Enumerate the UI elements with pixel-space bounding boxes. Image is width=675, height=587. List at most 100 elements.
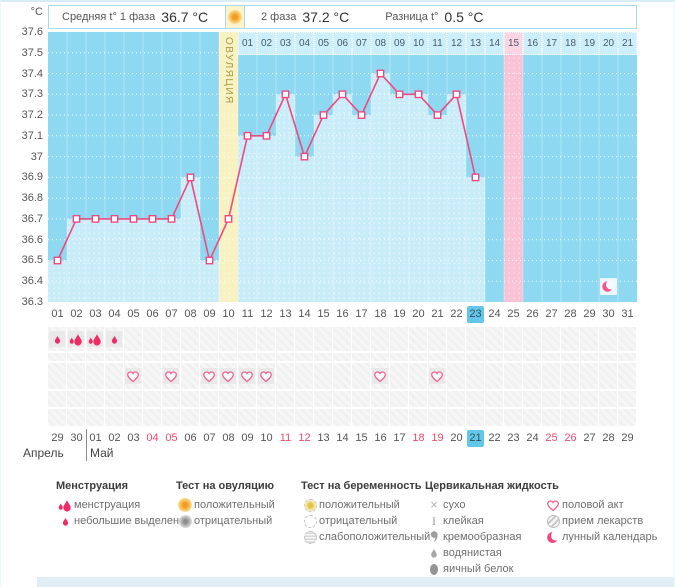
temperature-point[interactable] bbox=[205, 256, 214, 265]
calendar-date-cell[interactable]: 01 bbox=[89, 432, 102, 444]
symbol-cell[interactable] bbox=[542, 353, 560, 361]
cycle-day-cell[interactable]: 14 bbox=[298, 308, 311, 320]
symbol-cell[interactable] bbox=[86, 353, 104, 361]
calendar-date-cell[interactable]: 26 bbox=[564, 432, 577, 444]
symbol-cell[interactable] bbox=[333, 353, 351, 361]
symbol-cell[interactable] bbox=[219, 353, 237, 361]
symbol-cell[interactable] bbox=[295, 391, 313, 407]
symbol-cell[interactable] bbox=[485, 409, 503, 426]
temperature-point[interactable] bbox=[414, 90, 423, 99]
symbol-cell[interactable] bbox=[124, 353, 142, 361]
temperature-point[interactable] bbox=[91, 214, 100, 223]
symbol-cell[interactable] bbox=[67, 409, 85, 426]
symbol-cell[interactable] bbox=[447, 391, 465, 407]
symbol-cell[interactable] bbox=[599, 409, 617, 426]
symbol-cell[interactable] bbox=[124, 391, 142, 407]
cycle-day-cell[interactable]: 31 bbox=[621, 308, 634, 320]
symbol-cell[interactable] bbox=[162, 327, 180, 351]
temperature-point[interactable] bbox=[376, 69, 385, 78]
temperature-point[interactable] bbox=[129, 214, 138, 223]
symbol-cell[interactable] bbox=[333, 327, 351, 351]
calendar-date-cell[interactable]: 17 bbox=[393, 432, 406, 444]
symbol-cell[interactable] bbox=[48, 327, 66, 351]
temperature-point[interactable] bbox=[72, 214, 81, 223]
symbol-cell[interactable] bbox=[48, 409, 66, 426]
calendar-date-cell[interactable]: 20 bbox=[450, 432, 463, 444]
symbol-cell[interactable] bbox=[561, 409, 579, 426]
symbol-cell[interactable] bbox=[542, 391, 560, 407]
symbol-cell[interactable] bbox=[314, 409, 332, 426]
symbol-cell[interactable] bbox=[428, 363, 446, 389]
symbol-cell[interactable] bbox=[409, 363, 427, 389]
symbol-cell[interactable] bbox=[276, 409, 294, 426]
calendar-date-cell[interactable]: 23 bbox=[507, 432, 520, 444]
symbol-cell[interactable] bbox=[143, 353, 161, 361]
cycle-day-cell[interactable]: 18 bbox=[374, 308, 387, 320]
cycle-day-cell[interactable]: 13 bbox=[279, 308, 292, 320]
symbol-cell[interactable] bbox=[238, 327, 256, 351]
cycle-day-cell[interactable]: 12 bbox=[260, 308, 273, 320]
cycle-day-cell[interactable]: 24 bbox=[488, 308, 501, 320]
symbol-cell[interactable] bbox=[124, 327, 142, 351]
symbol-cell[interactable] bbox=[162, 409, 180, 426]
calendar-date-cell[interactable]: 06 bbox=[184, 432, 197, 444]
calendar-date-cell[interactable]: 08 bbox=[222, 432, 235, 444]
symbol-cell[interactable] bbox=[276, 353, 294, 361]
temperature-point[interactable] bbox=[110, 214, 119, 223]
symbol-cell[interactable] bbox=[86, 409, 104, 426]
symbol-cell[interactable] bbox=[67, 363, 85, 389]
symbol-cell[interactable] bbox=[200, 327, 218, 351]
calendar-date-cell[interactable]: 02 bbox=[108, 432, 121, 444]
symbol-cell[interactable] bbox=[295, 363, 313, 389]
cycle-day-cell[interactable]: 07 bbox=[165, 308, 178, 320]
cycle-day-cell[interactable]: 27 bbox=[545, 308, 558, 320]
symbol-cell[interactable] bbox=[523, 327, 541, 351]
calendar-date-cell[interactable]: 07 bbox=[203, 432, 216, 444]
symbol-cell[interactable] bbox=[561, 391, 579, 407]
calendar-date-cell[interactable]: 22 bbox=[488, 432, 501, 444]
symbol-cell[interactable] bbox=[67, 353, 85, 361]
cycle-day-cell[interactable]: 26 bbox=[526, 308, 539, 320]
cycle-day-cell[interactable]: 04 bbox=[108, 308, 121, 320]
symbol-cell[interactable] bbox=[371, 353, 389, 361]
symbol-cell[interactable] bbox=[390, 409, 408, 426]
symbol-cell[interactable] bbox=[105, 327, 123, 351]
symbol-cell[interactable] bbox=[485, 353, 503, 361]
calendar-date-cell[interactable]: 14 bbox=[336, 432, 349, 444]
cycle-day-cell[interactable]: 28 bbox=[564, 308, 577, 320]
symbol-cell[interactable] bbox=[523, 363, 541, 389]
symbol-cell[interactable] bbox=[200, 353, 218, 361]
temperature-point[interactable] bbox=[433, 111, 442, 120]
cycle-day-cell[interactable]: 09 bbox=[203, 308, 216, 320]
symbol-cell[interactable] bbox=[599, 363, 617, 389]
symbol-cell[interactable] bbox=[409, 409, 427, 426]
temperature-point[interactable] bbox=[262, 131, 271, 140]
temperature-point[interactable] bbox=[395, 90, 404, 99]
symbol-cell[interactable] bbox=[371, 391, 389, 407]
calendar-date-cell[interactable]: 09 bbox=[241, 432, 254, 444]
symbol-cell[interactable] bbox=[599, 327, 617, 351]
symbol-cell[interactable] bbox=[257, 391, 275, 407]
symbol-cell[interactable] bbox=[599, 391, 617, 407]
symbol-cell[interactable] bbox=[143, 409, 161, 426]
symbol-cell[interactable] bbox=[466, 327, 484, 351]
symbol-cell[interactable] bbox=[371, 363, 389, 389]
cycle-day-cell[interactable]: 05 bbox=[127, 308, 140, 320]
calendar-date-cell[interactable]: 27 bbox=[583, 432, 596, 444]
symbol-cell[interactable] bbox=[409, 391, 427, 407]
symbol-cell[interactable] bbox=[276, 391, 294, 407]
temperature-point[interactable] bbox=[452, 90, 461, 99]
symbol-cell[interactable] bbox=[105, 409, 123, 426]
symbol-cell[interactable] bbox=[523, 391, 541, 407]
temperature-point[interactable] bbox=[319, 111, 328, 120]
symbol-cell[interactable] bbox=[48, 391, 66, 407]
cycle-day-cell[interactable]: 22 bbox=[450, 308, 463, 320]
symbol-cell[interactable] bbox=[48, 363, 66, 389]
calendar-date-cell[interactable]: 21 bbox=[466, 429, 485, 447]
symbol-cell[interactable] bbox=[504, 409, 522, 426]
calendar-date-cell[interactable]: 24 bbox=[526, 432, 539, 444]
temperature-point[interactable] bbox=[224, 214, 233, 223]
temperature-point[interactable] bbox=[167, 214, 176, 223]
symbol-cell[interactable] bbox=[181, 363, 199, 389]
symbol-cell[interactable] bbox=[428, 353, 446, 361]
